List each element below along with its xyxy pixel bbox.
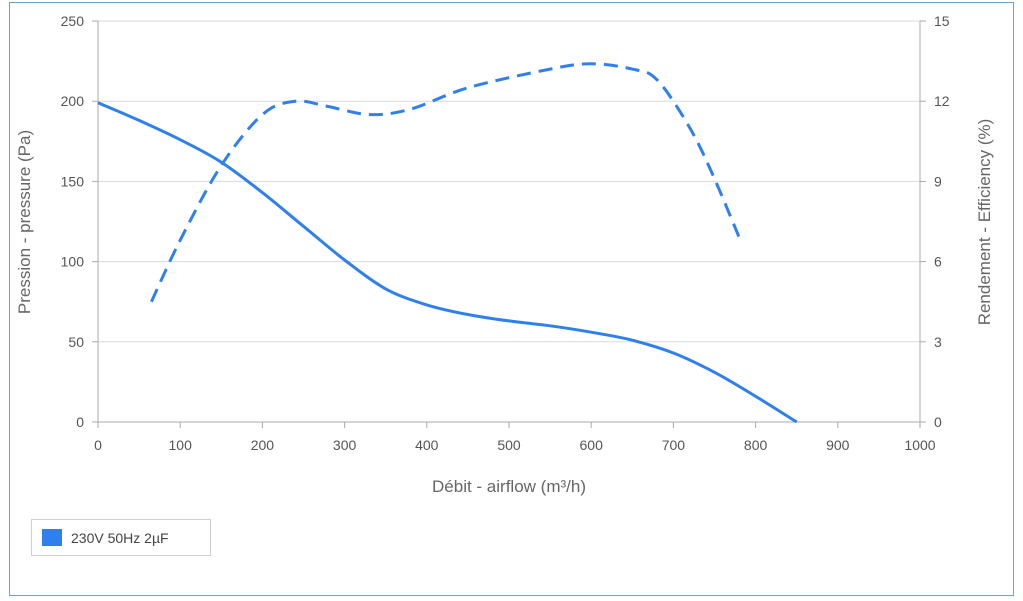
y-right-tick-label: 15 (934, 13, 950, 29)
y-right-tick-label: 6 (934, 254, 942, 270)
y-left-axis-title: Pression - pressure (Pa) (15, 130, 34, 314)
y-right-tick-label: 3 (934, 334, 942, 350)
y-left-tick-label: 200 (61, 93, 85, 109)
axes (92, 20, 926, 428)
x-tick-label: 0 (94, 437, 102, 453)
y-right-tick-label: 12 (934, 93, 950, 109)
y-left-tick-label: 150 (61, 173, 85, 189)
x-tick-label: 600 (580, 437, 604, 453)
y-left-tick-label: 50 (68, 334, 84, 350)
y-right-tick-label: 9 (934, 173, 942, 189)
x-axis-title: Débit - airflow (m³/h) (432, 477, 586, 496)
legend: 230V 50Hz 2µF (31, 519, 211, 556)
grid (98, 20, 920, 343)
x-tick-labels: 0 100 200 300 400 500 600 700 800 900 1000 (94, 437, 936, 453)
x-tick-label: 300 (333, 437, 357, 453)
x-tick-label: 1000 (904, 437, 935, 453)
y-left-tick-label: 100 (61, 254, 85, 270)
y-right-tick-label: 0 (934, 414, 942, 430)
y-left-tick-label: 0 (76, 414, 84, 430)
y-right-tick-labels: 0 3 6 9 12 15 (934, 13, 950, 430)
x-tick-label: 700 (662, 437, 686, 453)
series-layer (97, 62, 798, 424)
legend-swatch[interactable] (42, 529, 62, 546)
x-tick-label: 200 (251, 437, 275, 453)
x-tick-label: 400 (415, 437, 439, 453)
x-tick-label: 800 (744, 437, 768, 453)
y-right-axis-title: Rendement - Efficiency (%) (975, 119, 994, 326)
x-tick-label: 900 (826, 437, 850, 453)
efficiency-series-line (150, 62, 741, 303)
pressure-series-line (97, 101, 798, 424)
legend-label[interactable]: 230V 50Hz 2µF (71, 529, 169, 546)
y-left-tick-label: 250 (61, 13, 85, 29)
x-tick-label: 100 (169, 437, 193, 453)
x-tick-label: 500 (497, 437, 521, 453)
y-left-tick-labels: 0 50 100 150 200 250 (61, 13, 85, 430)
